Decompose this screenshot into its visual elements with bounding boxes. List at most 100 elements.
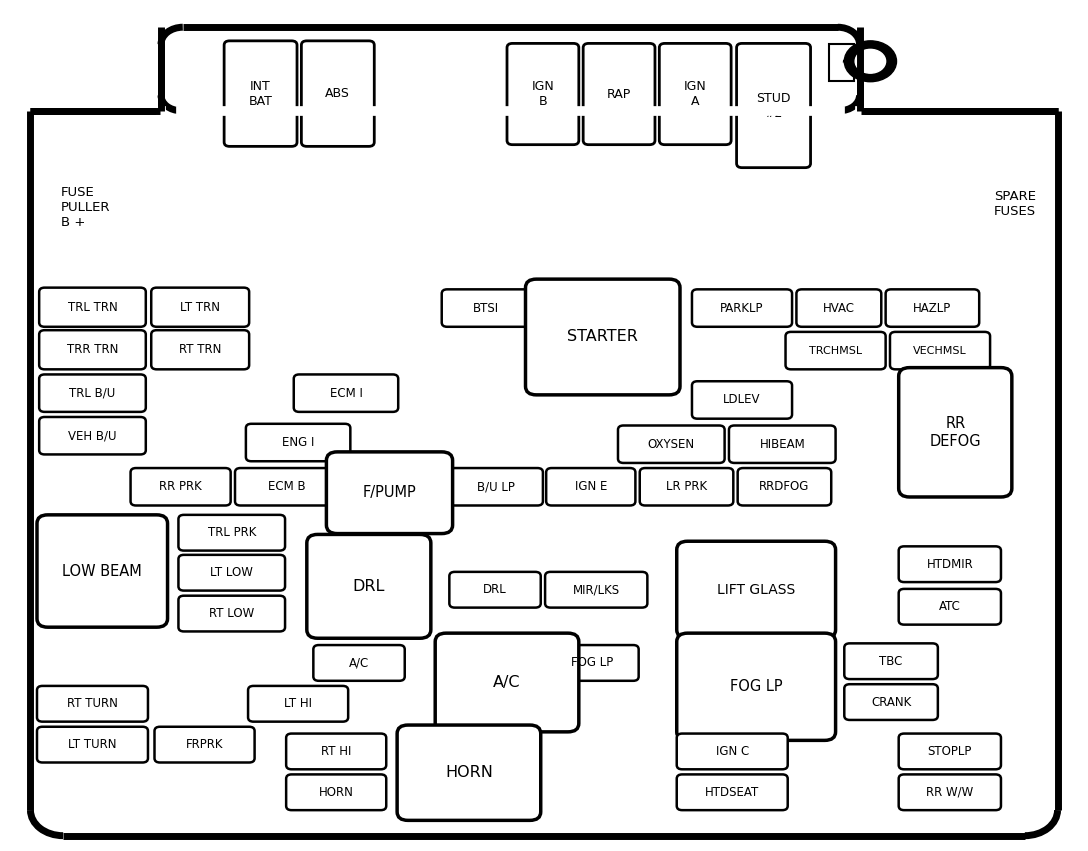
Text: B/U LP: B/U LP [478, 480, 515, 494]
Text: FOG LP: FOG LP [571, 656, 613, 670]
Bar [829, 44, 854, 81]
FancyBboxPatch shape [899, 546, 1001, 582]
Text: RR PRK: RR PRK [159, 480, 202, 494]
Text: TRL TRN: TRL TRN [67, 300, 118, 314]
FancyBboxPatch shape [796, 289, 881, 327]
FancyBboxPatch shape [151, 330, 249, 369]
Text: INT
BAT: INT BAT [249, 80, 272, 107]
Text: RR W/W: RR W/W [926, 785, 974, 799]
FancyBboxPatch shape [37, 515, 168, 627]
Text: F/PUMP: F/PUMP [362, 485, 417, 500]
Text: LT LOW: LT LOW [210, 566, 254, 580]
FancyBboxPatch shape [507, 43, 579, 145]
FancyBboxPatch shape [224, 41, 297, 146]
FancyBboxPatch shape [235, 468, 339, 505]
FancyBboxPatch shape [178, 515, 285, 551]
Text: HAZLP: HAZLP [913, 301, 952, 315]
FancyBboxPatch shape [39, 330, 146, 369]
Text: MIR/LKS: MIR/LKS [572, 583, 620, 597]
FancyBboxPatch shape [618, 426, 725, 463]
Text: SPARE
FUSES: SPARE FUSES [993, 191, 1036, 218]
Text: VEH B/U: VEH B/U [69, 429, 116, 443]
Text: STOPLP: STOPLP [928, 745, 972, 758]
Text: VECHMSL: VECHMSL [913, 346, 967, 356]
Text: DRL: DRL [353, 579, 385, 594]
FancyBboxPatch shape [677, 734, 788, 769]
Text: LT HI: LT HI [284, 697, 312, 711]
Text: TRL B/U: TRL B/U [70, 386, 115, 400]
FancyBboxPatch shape [692, 381, 792, 419]
FancyBboxPatch shape [545, 572, 647, 608]
Text: FOG LP: FOG LP [730, 679, 782, 694]
FancyBboxPatch shape [131, 468, 231, 505]
FancyBboxPatch shape [886, 289, 979, 327]
Text: IGN E: IGN E [574, 480, 607, 494]
Text: TRCHMSL: TRCHMSL [809, 346, 862, 356]
Text: A/C: A/C [349, 656, 369, 670]
Text: RT HI: RT HI [321, 745, 351, 758]
Text: HIBEAM: HIBEAM [759, 437, 805, 451]
Text: LIFT GLASS: LIFT GLASS [717, 583, 795, 597]
FancyBboxPatch shape [899, 368, 1012, 497]
Text: TRR TRN: TRR TRN [66, 343, 119, 357]
Text: IGN
B: IGN B [532, 80, 554, 108]
FancyBboxPatch shape [294, 374, 398, 412]
Text: ABS: ABS [325, 87, 350, 100]
Text: STARTER: STARTER [567, 329, 639, 345]
Text: CRANK: CRANK [871, 695, 911, 709]
FancyBboxPatch shape [37, 727, 148, 762]
Text: A/C: A/C [493, 675, 521, 690]
FancyBboxPatch shape [326, 452, 453, 534]
FancyBboxPatch shape [899, 589, 1001, 625]
FancyBboxPatch shape [546, 468, 635, 505]
FancyBboxPatch shape [286, 774, 386, 810]
FancyBboxPatch shape [844, 684, 938, 720]
FancyBboxPatch shape [313, 645, 405, 681]
Text: DRL: DRL [483, 583, 507, 597]
FancyBboxPatch shape [526, 279, 680, 395]
Text: HTDMIR: HTDMIR [927, 557, 973, 571]
FancyBboxPatch shape [37, 686, 148, 722]
FancyBboxPatch shape [449, 468, 543, 505]
Text: LT TRN: LT TRN [181, 300, 220, 314]
FancyBboxPatch shape [899, 774, 1001, 810]
FancyBboxPatch shape [301, 41, 374, 146]
Text: ECM I: ECM I [330, 386, 362, 400]
FancyBboxPatch shape [178, 555, 285, 591]
FancyBboxPatch shape [545, 645, 639, 681]
Text: HVAC: HVAC [823, 301, 855, 315]
Text: ECM B: ECM B [269, 480, 306, 494]
Circle shape [844, 41, 897, 82]
Text: RT TURN: RT TURN [67, 697, 118, 711]
FancyBboxPatch shape [435, 633, 579, 732]
Text: RAP: RAP [607, 88, 631, 100]
Polygon shape [30, 27, 1058, 836]
Text: TRL PRK: TRL PRK [208, 526, 256, 540]
FancyBboxPatch shape [692, 289, 792, 327]
FancyBboxPatch shape [640, 468, 733, 505]
Text: STUD
#2: STUD #2 [756, 92, 791, 119]
Circle shape [855, 49, 886, 73]
FancyBboxPatch shape [899, 734, 1001, 769]
FancyBboxPatch shape [659, 43, 731, 145]
Text: RT TRN: RT TRN [180, 343, 221, 357]
FancyBboxPatch shape [890, 332, 990, 369]
Text: ATC: ATC [939, 600, 961, 614]
FancyBboxPatch shape [729, 426, 836, 463]
FancyBboxPatch shape [286, 734, 386, 769]
Text: ENG I: ENG I [282, 436, 314, 449]
FancyBboxPatch shape [39, 374, 146, 412]
Text: FRPRK: FRPRK [186, 738, 223, 751]
Text: RR
DEFOG: RR DEFOG [929, 416, 981, 448]
Text: LR PRK: LR PRK [666, 480, 707, 494]
FancyBboxPatch shape [677, 633, 836, 740]
Text: HTDSEAT: HTDSEAT [705, 785, 759, 799]
FancyBboxPatch shape [246, 424, 350, 461]
Text: IGN
A: IGN A [684, 80, 706, 108]
FancyBboxPatch shape [677, 541, 836, 638]
Text: LDLEV: LDLEV [724, 393, 761, 407]
Text: BTSI: BTSI [473, 301, 499, 315]
Text: HORN: HORN [445, 765, 493, 780]
FancyBboxPatch shape [151, 288, 249, 327]
FancyBboxPatch shape [248, 686, 348, 722]
